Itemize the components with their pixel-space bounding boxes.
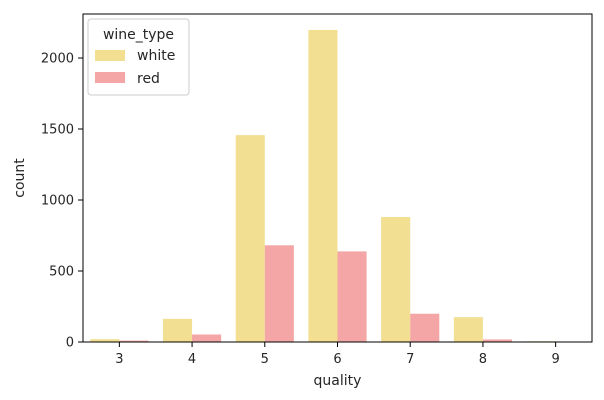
legend-label-white: white: [137, 48, 175, 64]
bar-red-quality-4: [192, 334, 222, 342]
bar-white-quality-4: [162, 318, 193, 342]
y-axis-label: count: [12, 158, 28, 198]
legend-swatch-red: [95, 72, 125, 83]
bar-red-quality-6: [337, 251, 367, 342]
bar-red-quality-5: [264, 245, 294, 342]
y-tick-label: 0: [66, 336, 74, 351]
bar-white-quality-5: [235, 135, 265, 342]
plot-frame: [82, 13, 593, 343]
y-tick-label: 1000: [41, 194, 74, 209]
x-tick-label: 3: [115, 352, 123, 367]
bar-white-quality-6: [308, 29, 338, 343]
legend-swatch-white: [95, 50, 125, 61]
y-tick-label: 2000: [41, 52, 74, 67]
legend-title: wine_type: [103, 27, 174, 43]
bar-white-quality-8: [453, 317, 483, 342]
bar-white-quality-3: [90, 339, 120, 342]
legend-label-red: red: [137, 71, 160, 87]
x-tick-label: 4: [188, 352, 196, 367]
x-tick-label: 8: [479, 352, 487, 367]
x-tick-label: 9: [552, 352, 560, 367]
x-tick-label: 6: [333, 352, 341, 367]
bar-red-quality-7: [410, 313, 440, 342]
x-axis-label: quality: [314, 373, 362, 389]
bar-red-quality-8: [482, 339, 513, 342]
legend: wine_type white red: [87, 18, 190, 96]
x-tick-label: 5: [261, 352, 269, 367]
bars-group: [90, 29, 556, 343]
bar-white-quality-7: [381, 217, 411, 342]
x-axis-ticks: 3 4 5 6 7 8 9: [115, 342, 560, 367]
y-tick-label: 1500: [41, 123, 74, 138]
y-axis-ticks: 0 500 1000 1500 2000: [41, 52, 83, 351]
y-tick-label: 500: [49, 265, 74, 280]
bar-red-quality-3: [119, 340, 149, 342]
x-tick-label: 7: [406, 352, 414, 367]
